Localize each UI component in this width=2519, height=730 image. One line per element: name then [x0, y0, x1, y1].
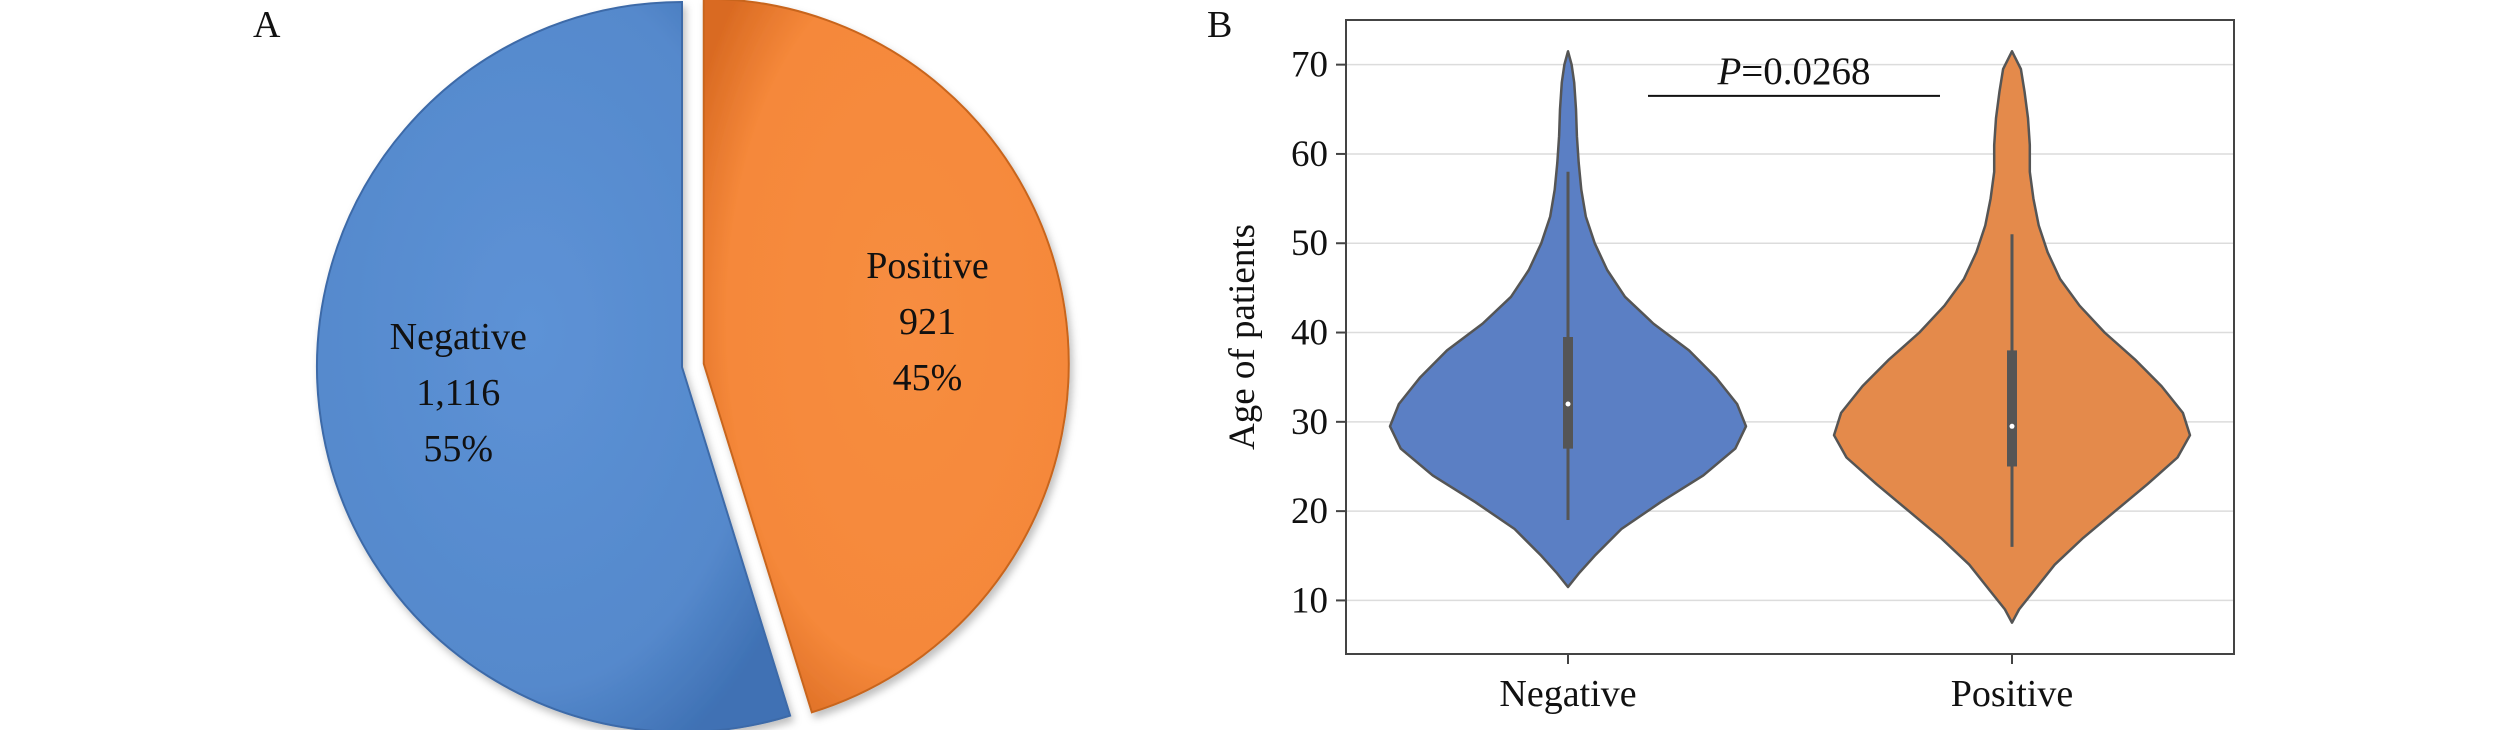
pie-label-positive-value: 921: [899, 301, 956, 343]
pie-chart: [316, 0, 1070, 730]
pie-label-negative-value: 1,116: [416, 372, 500, 414]
y-axis-label: Age of patients: [1222, 224, 1263, 450]
y-tick-label: 60: [1291, 134, 1328, 175]
panel-label-b: B: [1207, 4, 1232, 46]
plot-frame: [1345, 19, 2235, 655]
y-tick-label: 50: [1291, 223, 1328, 264]
pie-label-negative-category: Negative: [390, 316, 527, 358]
y-tick-label: 70: [1291, 45, 1328, 86]
pie-label-positive-category: Positive: [866, 245, 988, 287]
x-axis: Negative Positive: [1499, 654, 2073, 715]
pie-slice-positive: [702, 0, 1070, 714]
p-value-annotation: P=0.0268: [1648, 50, 1940, 97]
violin-plot: 10 20 30 40 50 60 70 Negative Positive Age of p…: [1222, 19, 2235, 715]
panel-label-a: A: [253, 4, 281, 46]
x-tick-label-positive: Positive: [1951, 673, 2073, 715]
y-tick-label: 40: [1291, 313, 1328, 354]
x-tick-label-negative: Negative: [1499, 673, 1636, 715]
violin-median-negative: [1565, 401, 1571, 407]
violin-iqr-box-positive: [2007, 350, 2017, 467]
y-tick-label: 10: [1291, 580, 1328, 621]
y-tick-label: 30: [1291, 402, 1328, 443]
p-value-text: P=0.0268: [1716, 50, 1870, 93]
violin-iqr-box-negative: [1563, 337, 1573, 449]
y-axis: 10 20 30 40 50 60 70: [1291, 45, 1346, 621]
pie-label-negative-percent: 55%: [423, 428, 493, 470]
y-tick-label: 20: [1291, 491, 1328, 532]
pie-labels: Negative 1,116 55% Positive 921 45%: [390, 245, 989, 470]
violin-median-positive: [2009, 423, 2015, 429]
violins: [1388, 50, 2192, 624]
pie-label-positive-percent: 45%: [893, 357, 963, 399]
pie-slice-negative: [316, 0, 792, 730]
